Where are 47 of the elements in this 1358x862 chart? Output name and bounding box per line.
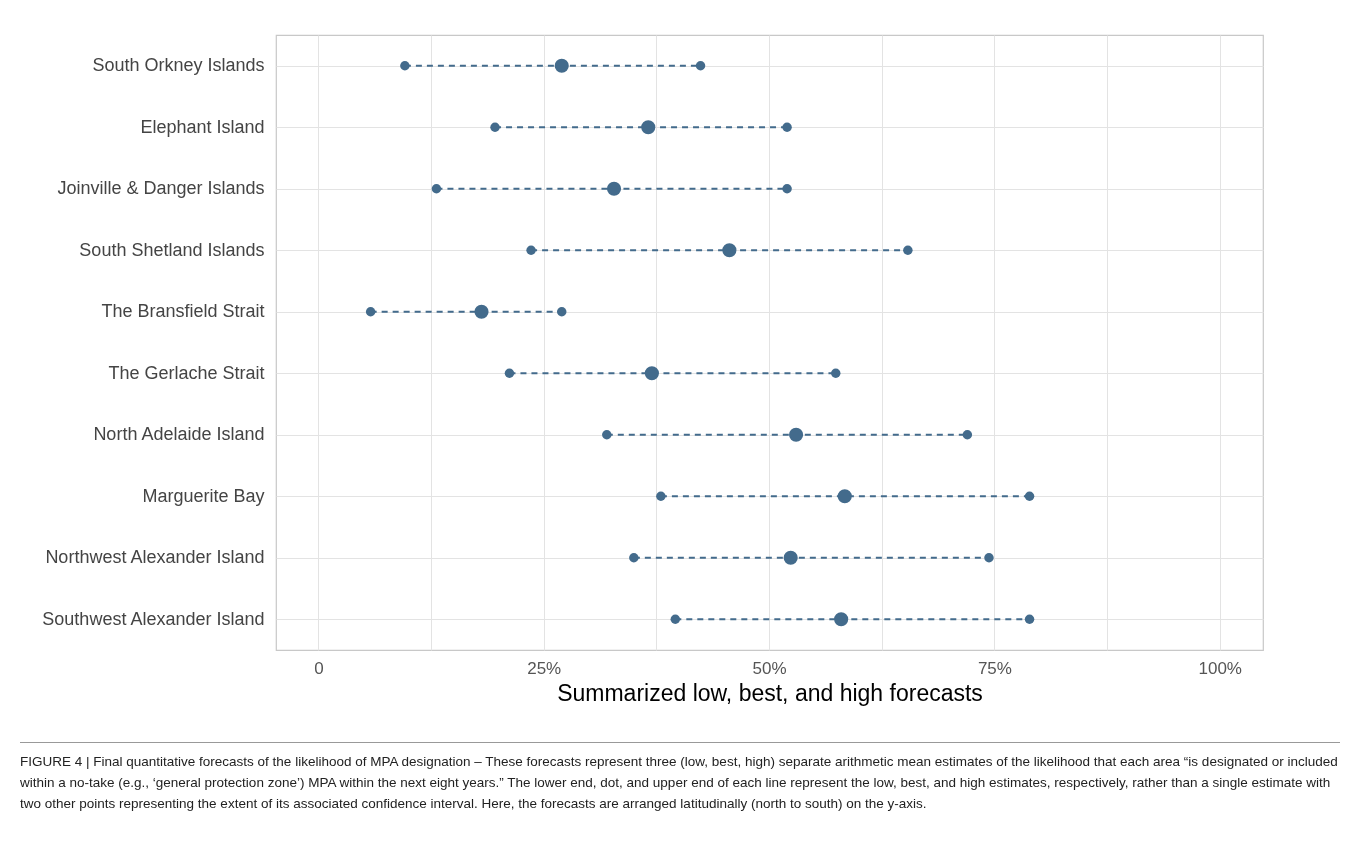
y-tick-label: Southwest Alexander Island — [42, 608, 265, 629]
y-tick-label: Northwest Alexander Island — [45, 547, 265, 568]
point — [837, 489, 852, 504]
point — [526, 245, 536, 255]
y-tick-label: South Orkney Islands — [92, 55, 265, 76]
point — [490, 122, 500, 132]
point — [1024, 491, 1035, 501]
point — [783, 550, 798, 565]
point — [474, 304, 489, 319]
y-tick-label: Marguerite Bay — [142, 485, 265, 506]
point — [831, 368, 841, 378]
y-tick-label: Elephant Island — [140, 116, 265, 137]
caption: FIGURE 4 | Final quantitative forecasts of the likelihood of MPA designation – These forecasts represent three (low, best, high) separate arithmetic mean estimates of the likelihood that each area “is designated or included within a no-take (e.g., ‘general protection zone’) MPA within the next eight years.” The lower end, dot, and upper end of each line represent the low, best, and high estimates, respectively, rather than a single estimate with two other points representing the extent of its associated confidence interval. Here, the forecasts are arranged latitudinally (north to south) on the y-axis. — [20, 753, 1339, 813]
point — [602, 430, 612, 440]
point — [1024, 614, 1035, 624]
x-tick-label: 50% — [752, 658, 787, 678]
point — [629, 553, 639, 563]
x-axis-title: Summarized low, best, and high forecasts — [557, 679, 983, 706]
y-tick-label: South Shetland Islands — [79, 239, 265, 260]
point — [670, 614, 681, 624]
point — [834, 612, 849, 627]
point — [903, 245, 913, 255]
x-tick-label: 75% — [977, 658, 1012, 678]
point — [695, 61, 706, 71]
point — [554, 58, 569, 73]
point — [984, 553, 994, 563]
y-tick-label: The Gerlache Strait — [108, 362, 265, 383]
y-tick-label: North Adelaide Island — [93, 424, 265, 445]
y-tick-label: The Bransfield Strait — [101, 301, 265, 322]
point — [782, 122, 792, 132]
x-tick-label: 100% — [1198, 658, 1242, 678]
point — [722, 243, 737, 258]
point — [504, 368, 515, 378]
point — [641, 120, 656, 135]
point — [789, 427, 804, 442]
point — [782, 184, 792, 194]
point — [606, 181, 622, 196]
point — [962, 430, 973, 440]
point — [365, 307, 376, 317]
y-tick-label: Joinville & Danger Islands — [57, 178, 265, 199]
x-tick-label: 25% — [527, 658, 562, 678]
point — [556, 307, 567, 317]
point — [644, 366, 659, 381]
point — [431, 184, 442, 194]
point — [400, 61, 410, 71]
x-tick-label: 0 — [314, 658, 324, 678]
point — [656, 491, 666, 501]
